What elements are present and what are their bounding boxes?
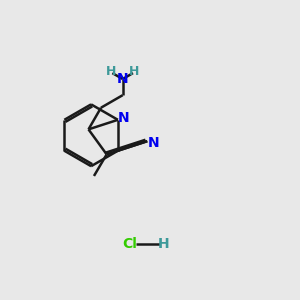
Text: H: H [106, 65, 116, 78]
Text: N: N [117, 111, 129, 125]
Text: Cl: Cl [122, 237, 137, 251]
Text: N: N [117, 72, 128, 86]
Text: H: H [129, 65, 140, 78]
Text: N: N [148, 136, 160, 150]
Text: H: H [158, 237, 169, 251]
